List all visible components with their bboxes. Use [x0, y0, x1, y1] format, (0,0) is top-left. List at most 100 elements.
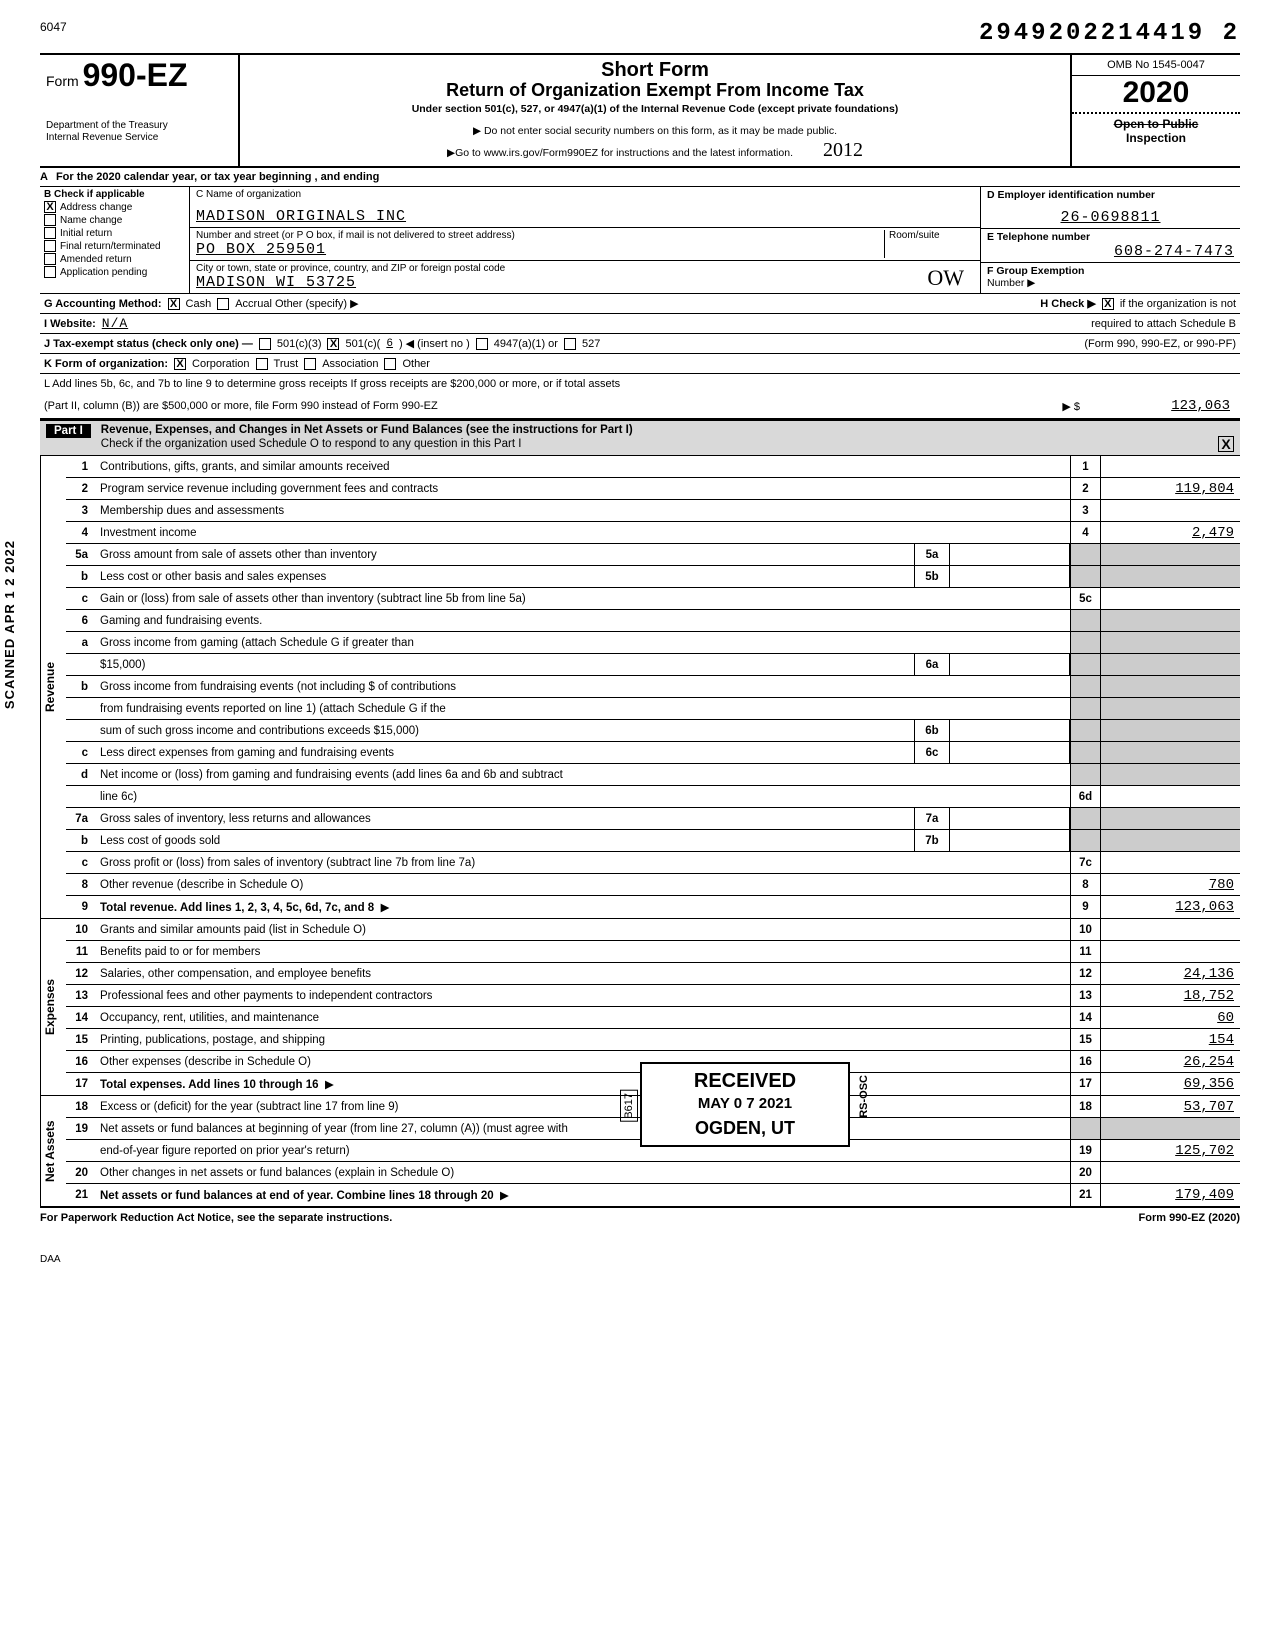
cash-label: Cash [186, 298, 212, 310]
c-city-cell: City or town, state or province, country… [190, 261, 980, 293]
right-val [1100, 456, 1240, 477]
trust-checkbox[interactable] [256, 358, 268, 370]
row-num: 13 [66, 990, 96, 1002]
assoc-checkbox[interactable] [304, 358, 316, 370]
other-checkbox[interactable] [384, 358, 396, 370]
line-l1: L Add lines 5b, 6c, and 7b to line 9 to … [40, 374, 1240, 394]
ogden-text: OGDEN, UT [660, 1118, 830, 1139]
inspection: Inspection [1075, 131, 1237, 145]
part1-checkbox[interactable]: X [1218, 436, 1234, 452]
row-num: 19 [66, 1123, 96, 1135]
right-val: 69,356 [1100, 1073, 1240, 1095]
mid-val [950, 720, 1070, 741]
g-label: G Accounting Method: [44, 298, 162, 310]
accrual-label: Accrual Other (specify) ▶ [235, 297, 358, 310]
4947-checkbox[interactable] [476, 338, 488, 350]
mid-num: 6c [914, 742, 950, 763]
row-num: 21 [66, 1189, 96, 1201]
form-number: Form 990-EZ [46, 57, 232, 94]
part1-title: Revenue, Expenses, and Changes in Net As… [101, 424, 1234, 436]
row-desc: Other revenue (describe in Schedule O) [96, 877, 1070, 893]
i-label: I Website: [44, 318, 96, 330]
section-bcdef: B Check if applicable XAddress changeNam… [40, 187, 1240, 294]
mid-num: 6b [914, 720, 950, 741]
row-num: a [66, 637, 96, 649]
right-num: 6d [1070, 786, 1100, 807]
b-checkbox-3[interactable] [44, 240, 56, 252]
corp-checkbox[interactable]: X [174, 358, 186, 370]
right-box: OMB No 1545-0047 2020 Open to Public Ins… [1070, 55, 1240, 166]
row-num: 8 [66, 879, 96, 891]
row-desc: Total expenses. Add lines 10 through 16 … [96, 1075, 1070, 1093]
mid-num: 5b [914, 566, 950, 587]
b-checkbox-5[interactable] [44, 266, 56, 278]
row-num: c [66, 857, 96, 869]
b-checkbox-2[interactable] [44, 227, 56, 239]
table-row: bLess cost or other basis and sales expe… [66, 566, 1240, 588]
c-name-cell: C Name of organization MADISON ORIGINALS… [190, 187, 980, 228]
row-desc: Less direct expenses from gaming and fun… [96, 745, 914, 761]
hand-initials: OW [927, 265, 964, 291]
mid-val [950, 742, 1070, 763]
right-num: 11 [1070, 941, 1100, 962]
title-block: Short Form Return of Organization Exempt… [240, 55, 1070, 166]
501c-checkbox[interactable]: X [327, 338, 339, 350]
right-num: 1 [1070, 456, 1100, 477]
row-desc: $15,000) [96, 657, 914, 673]
row-num: 18 [66, 1101, 96, 1113]
room-suite: Room/suite [884, 230, 974, 258]
row-desc: Contributions, gifts, grants, and simila… [96, 459, 1070, 475]
right-num [1070, 720, 1100, 741]
l-val: 123,063 [1086, 396, 1236, 416]
right-val [1100, 1162, 1240, 1183]
row-desc: Gross income from fundraising events (no… [96, 679, 1070, 695]
501c-num: 6 [386, 338, 393, 350]
cash-checkbox[interactable]: X [168, 298, 180, 310]
right-val [1100, 610, 1240, 631]
h-checkbox[interactable]: X [1102, 298, 1114, 310]
c-addr-cell: Number and street (or P O box, if mail i… [190, 228, 980, 261]
right-num: 18 [1070, 1096, 1100, 1117]
table-row: dNet income or (loss) from gaming and fu… [66, 764, 1240, 786]
row-desc: Membership dues and assessments [96, 503, 1070, 519]
right-num [1070, 676, 1100, 697]
right-val: 18,752 [1100, 985, 1240, 1006]
row-num: b [66, 835, 96, 847]
right-num: 10 [1070, 919, 1100, 940]
row-num: 15 [66, 1034, 96, 1046]
row-num: 4 [66, 527, 96, 539]
right-val [1100, 786, 1240, 807]
corp: Corporation [192, 358, 249, 370]
b-checkbox-4[interactable] [44, 253, 56, 265]
b-checkbox-1[interactable] [44, 214, 56, 226]
right-val: 26,254 [1100, 1051, 1240, 1072]
row-desc: Net income or (loss) from gaming and fun… [96, 767, 1070, 783]
accrual-checkbox[interactable] [217, 298, 229, 310]
right-val [1100, 941, 1240, 962]
row-desc: Other expenses (describe in Schedule O) [96, 1054, 1070, 1070]
501c3-checkbox[interactable] [259, 338, 271, 350]
expense-side-label: Expenses [40, 919, 66, 1095]
b-item-label: Address change [60, 202, 132, 213]
row-desc: Gross profit or (loss) from sales of inv… [96, 855, 1070, 871]
right-val [1100, 698, 1240, 719]
right-num [1070, 654, 1100, 675]
right-val [1100, 632, 1240, 653]
net-side-label: Net Assets [40, 1096, 66, 1206]
527-checkbox[interactable] [564, 338, 576, 350]
b-item-4: Amended return [44, 253, 185, 265]
mid-num: 7b [914, 830, 950, 851]
d-cell: D Employer identification number 26-0698… [981, 187, 1240, 229]
right-val: 125,702 [1100, 1140, 1240, 1161]
right-num: 5c [1070, 588, 1100, 609]
right-num [1070, 610, 1100, 631]
col-b: B Check if applicable XAddress changeNam… [40, 187, 190, 293]
right-val [1100, 566, 1240, 587]
b-checkbox-0[interactable]: X [44, 201, 56, 213]
table-row: bGross income from fundraising events (n… [66, 676, 1240, 698]
table-row: 3Membership dues and assessments3 [66, 500, 1240, 522]
right-val [1100, 544, 1240, 565]
daa: DAA [40, 1254, 1240, 1265]
l-text2: (Part II, column (B)) are $500,000 or mo… [44, 400, 438, 412]
501c3: 501(c)(3) [277, 338, 322, 350]
